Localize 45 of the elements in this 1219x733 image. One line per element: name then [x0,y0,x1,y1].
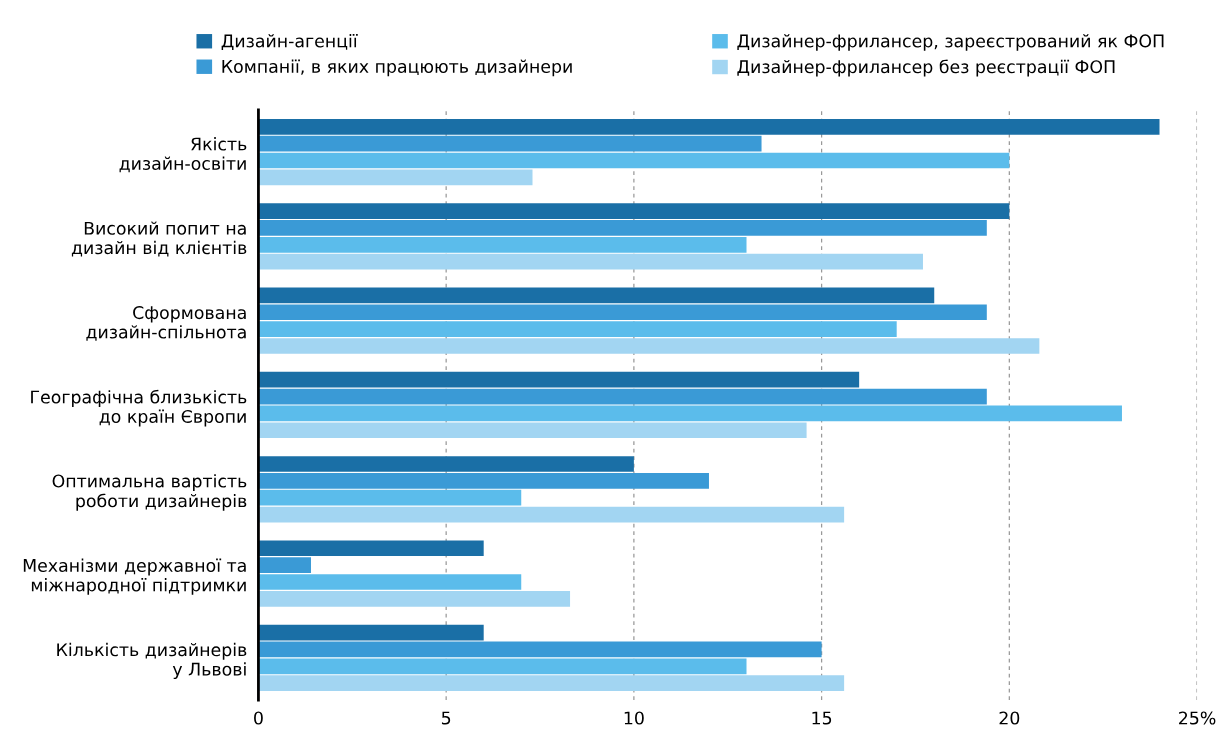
y-tick-label: Якість дизайн-освіти [119,137,247,173]
legend-label: Дизайнер-фрилансер, зареєстрований як ФОП [737,34,1164,51]
y-tick-label: Оптимальна вартість роботи дизайнерів [52,474,247,511]
bar [258,422,807,439]
y-tick-label: Сформована дизайн-спільнота [86,306,246,341]
y-tick-label: Кількість дизайнерів у Львові [57,642,247,680]
bar [258,489,522,506]
bar [258,557,311,573]
bar [258,253,923,270]
bar [258,641,822,658]
x-tick-label: 0 [254,711,263,725]
bar [258,220,987,236]
x-tick-label: 15 [812,711,832,725]
bar [258,304,987,321]
bar [258,624,484,641]
x-tick-label: 25% [1179,711,1216,725]
legend-label: Компанії, в яких працюють дизайнери [222,59,572,77]
bar [258,169,533,186]
x-tick-label: 5 [441,711,451,725]
bar [258,658,747,675]
y-tick-label: Механізми державної та міжнародної підтримки [23,558,246,595]
bar [258,236,747,253]
legend-label: Дизайн-агенції [221,34,358,50]
x-tick-label: 10 [624,711,644,725]
bar [258,152,1010,169]
bar [258,203,1010,219]
bar [258,135,762,152]
legend-label: Дизайнер-фрилансер без реєстрації ФОП [737,59,1115,77]
bar [258,506,845,523]
bar [258,371,860,388]
bar [258,118,1160,135]
x-tick-label: 20 [999,711,1020,725]
y-tick-label: Високий попит на дизайн від клієнтів [71,221,247,257]
bar [258,473,709,489]
bar [258,591,571,607]
bar [258,388,987,405]
bar [258,405,1122,422]
y-tick-label: Географічна близькість до країн Європи [31,389,247,427]
bar [258,456,634,472]
bar [258,287,935,304]
bar [258,540,484,557]
bar [258,675,845,691]
bar [258,338,1040,354]
bar [258,321,897,337]
bar [258,574,522,590]
